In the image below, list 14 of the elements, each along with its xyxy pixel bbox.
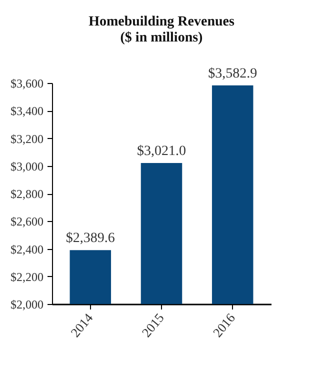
y-tick-label: $2,400 xyxy=(10,242,44,256)
y-tick-label: $3,200 xyxy=(10,132,44,146)
chart-title: Homebuilding Revenues xyxy=(88,14,235,30)
y-tick-label: $2,000 xyxy=(10,298,44,312)
y-tick-label: $2,800 xyxy=(10,187,44,201)
y-tick-label: $2,200 xyxy=(10,270,44,284)
data-label: $2,389.6 xyxy=(66,231,115,246)
data-label: $3,021.0 xyxy=(137,144,186,159)
y-tick-label: $2,600 xyxy=(10,214,44,229)
y-tick-label: $3,000 xyxy=(10,159,44,174)
data-label: $3,582.9 xyxy=(208,66,258,82)
y-tick-label: $3,600 xyxy=(10,76,44,90)
y-tick-label: $3,400 xyxy=(10,104,44,118)
chart-subtitle: ($ in millions) xyxy=(120,30,204,46)
